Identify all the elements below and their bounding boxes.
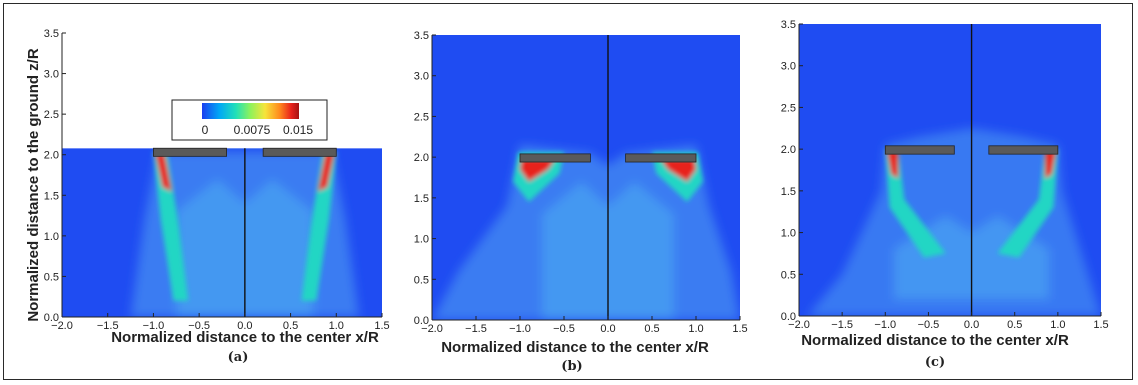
y-tick-label: 0.0 <box>781 311 796 323</box>
x-tick-label: −0.5 <box>188 320 210 332</box>
x-tick-label: −1.0 <box>509 323 531 335</box>
colorbar-legend: 0 0.0075 0.015 <box>171 99 328 141</box>
panel-b-x-axis-title: Normalized distance to the center x/R <box>441 339 709 356</box>
colorbar-tick-0: 0 <box>202 123 209 137</box>
panel-b-rotor-left <box>519 153 591 163</box>
y-tick-label: 1.0 <box>44 231 59 243</box>
panel-a: −2.0 −1.5 −1.0 −0.5 0.0 0.5 1.0 1.5 0.0 0.5 1.0 1.… <box>44 28 390 365</box>
panel-c-y-ticks: 0.0 0.5 1.0 1.5 2.0 2.5 3.0 3.5 <box>781 19 803 323</box>
y-tick-label: 2.5 <box>44 109 59 121</box>
y-axis-title: Normalized distance to the ground z/R <box>25 48 42 322</box>
panel-b-caption: (b) <box>561 359 582 374</box>
y-tick-label: 1.0 <box>781 228 796 240</box>
y-tick-label: 0.5 <box>414 274 429 286</box>
x-tick-label: 0.5 <box>1007 319 1022 331</box>
y-tick-label: 2.5 <box>781 102 796 114</box>
y-tick-label: 3.5 <box>414 30 429 42</box>
panel-a-hot-left <box>155 153 172 192</box>
x-tick-label: 1.5 <box>374 320 389 332</box>
x-tick-label: −0.5 <box>918 319 940 331</box>
y-tick-label: 2.0 <box>781 144 796 156</box>
x-tick-label: 1.0 <box>329 320 344 332</box>
panel-b-hot-left <box>520 158 556 182</box>
panel-c-rotor-left <box>884 145 955 155</box>
x-tick-label: 0.5 <box>283 320 298 332</box>
x-tick-label: 1.0 <box>688 323 703 335</box>
y-tick-label: 3.5 <box>781 19 796 31</box>
x-tick-label: −2.0 <box>788 319 810 331</box>
panel-a-caption: (a) <box>228 350 249 365</box>
x-tick-label: −1.0 <box>874 319 896 331</box>
x-tick-label: 0.0 <box>237 320 252 332</box>
x-tick-label: 1.5 <box>1093 319 1108 331</box>
y-tick-label: 3.5 <box>44 28 59 40</box>
x-tick-label: 1.0 <box>1050 319 1065 331</box>
panel-b: −2.0 −1.5 −1.0 −0.5 0.0 0.5 1.0 1.5 0.0 0.5 1.0 1.… <box>414 30 748 374</box>
x-tick-label: −2.0 <box>421 323 443 335</box>
panel-b-hot-right <box>660 158 696 182</box>
x-tick-label: 1.5 <box>732 323 747 335</box>
y-tick-label: 0.5 <box>781 269 796 281</box>
y-tick-label: 1.5 <box>414 193 429 205</box>
panel-c-x-ticks: −2.0 −1.5 −1.0 −0.5 0.0 0.5 1.0 1.5 <box>788 312 1109 331</box>
panel-c-x-axis-title: Normalized distance to the center x/R <box>801 332 1069 349</box>
panel-c: −2.0 −1.5 −1.0 −0.5 0.0 0.5 1.0 1.5 0.0 0.5 1.0 1.… <box>781 19 1109 370</box>
panel-c-hot-right <box>1044 150 1057 179</box>
panel-b-x-ticks: −2.0 −1.5 −1.0 −0.5 0.0 0.5 1.0 1.5 <box>421 316 748 335</box>
panel-c-wake-plumes <box>885 149 1058 258</box>
panel-a-x-ticks: −2.0 −1.5 −1.0 −0.5 0.0 0.5 1.0 1.5 <box>51 313 390 332</box>
y-tick-label: 2.0 <box>44 150 59 162</box>
y-tick-label: 0.0 <box>414 315 429 327</box>
x-tick-label: −1.5 <box>465 323 487 335</box>
panel-c-caption: (c) <box>925 355 945 370</box>
y-tick-label: 0.0 <box>44 312 59 324</box>
y-tick-label: 3.0 <box>414 71 429 83</box>
y-tick-label: 2.5 <box>414 111 429 123</box>
panel-b-wake-plumes <box>513 152 703 202</box>
panel-a-plume-right <box>301 151 337 301</box>
panel-b-rotor-right <box>625 153 697 163</box>
y-tick-label: 3.0 <box>781 61 796 73</box>
panel-a-rotor-right <box>262 147 337 157</box>
figure-frame <box>3 3 1133 380</box>
panel-b-y-ticks: 0.0 0.5 1.0 1.5 2.0 2.5 3.0 3.5 <box>414 30 436 327</box>
y-tick-label: 1.5 <box>44 190 59 202</box>
colorbar-gradient <box>202 103 299 119</box>
panel-a-x-axis-title: Normalized distance to the center x/R <box>111 329 379 346</box>
panel-c-hot-left <box>887 150 899 179</box>
x-tick-label: 0.5 <box>644 323 659 335</box>
y-tick-label: 0.5 <box>44 271 59 283</box>
panel-a-rotor-left <box>153 147 227 157</box>
x-tick-label: 0.0 <box>964 319 979 331</box>
y-tick-label: 1.0 <box>414 234 429 246</box>
panel-c-rotor-right <box>988 145 1059 155</box>
panel-a-wake-plumes <box>153 151 337 301</box>
y-tick-label: 1.5 <box>781 186 796 198</box>
x-tick-label: 0.0 <box>600 323 615 335</box>
panel-a-y-ticks: 0.0 0.5 1.0 1.5 2.0 2.5 3.0 3.5 <box>44 28 66 324</box>
y-tick-label: 3.0 <box>44 69 59 81</box>
x-tick-label: −2.0 <box>51 320 73 332</box>
panel-c-plume-right <box>997 149 1058 258</box>
x-tick-label: −0.5 <box>553 323 575 335</box>
panel-a-hot-right <box>318 153 335 192</box>
colorbar-tick-2: 0.015 <box>283 123 313 137</box>
x-tick-label: −1.5 <box>97 320 119 332</box>
x-tick-label: −1.0 <box>143 320 165 332</box>
x-tick-label: −1.5 <box>831 319 853 331</box>
colorbar-tick-1: 0.0075 <box>234 123 271 137</box>
y-tick-label: 2.0 <box>414 152 429 164</box>
panel-c-plume-left <box>885 149 946 258</box>
panel-a-plume-left <box>153 151 189 301</box>
